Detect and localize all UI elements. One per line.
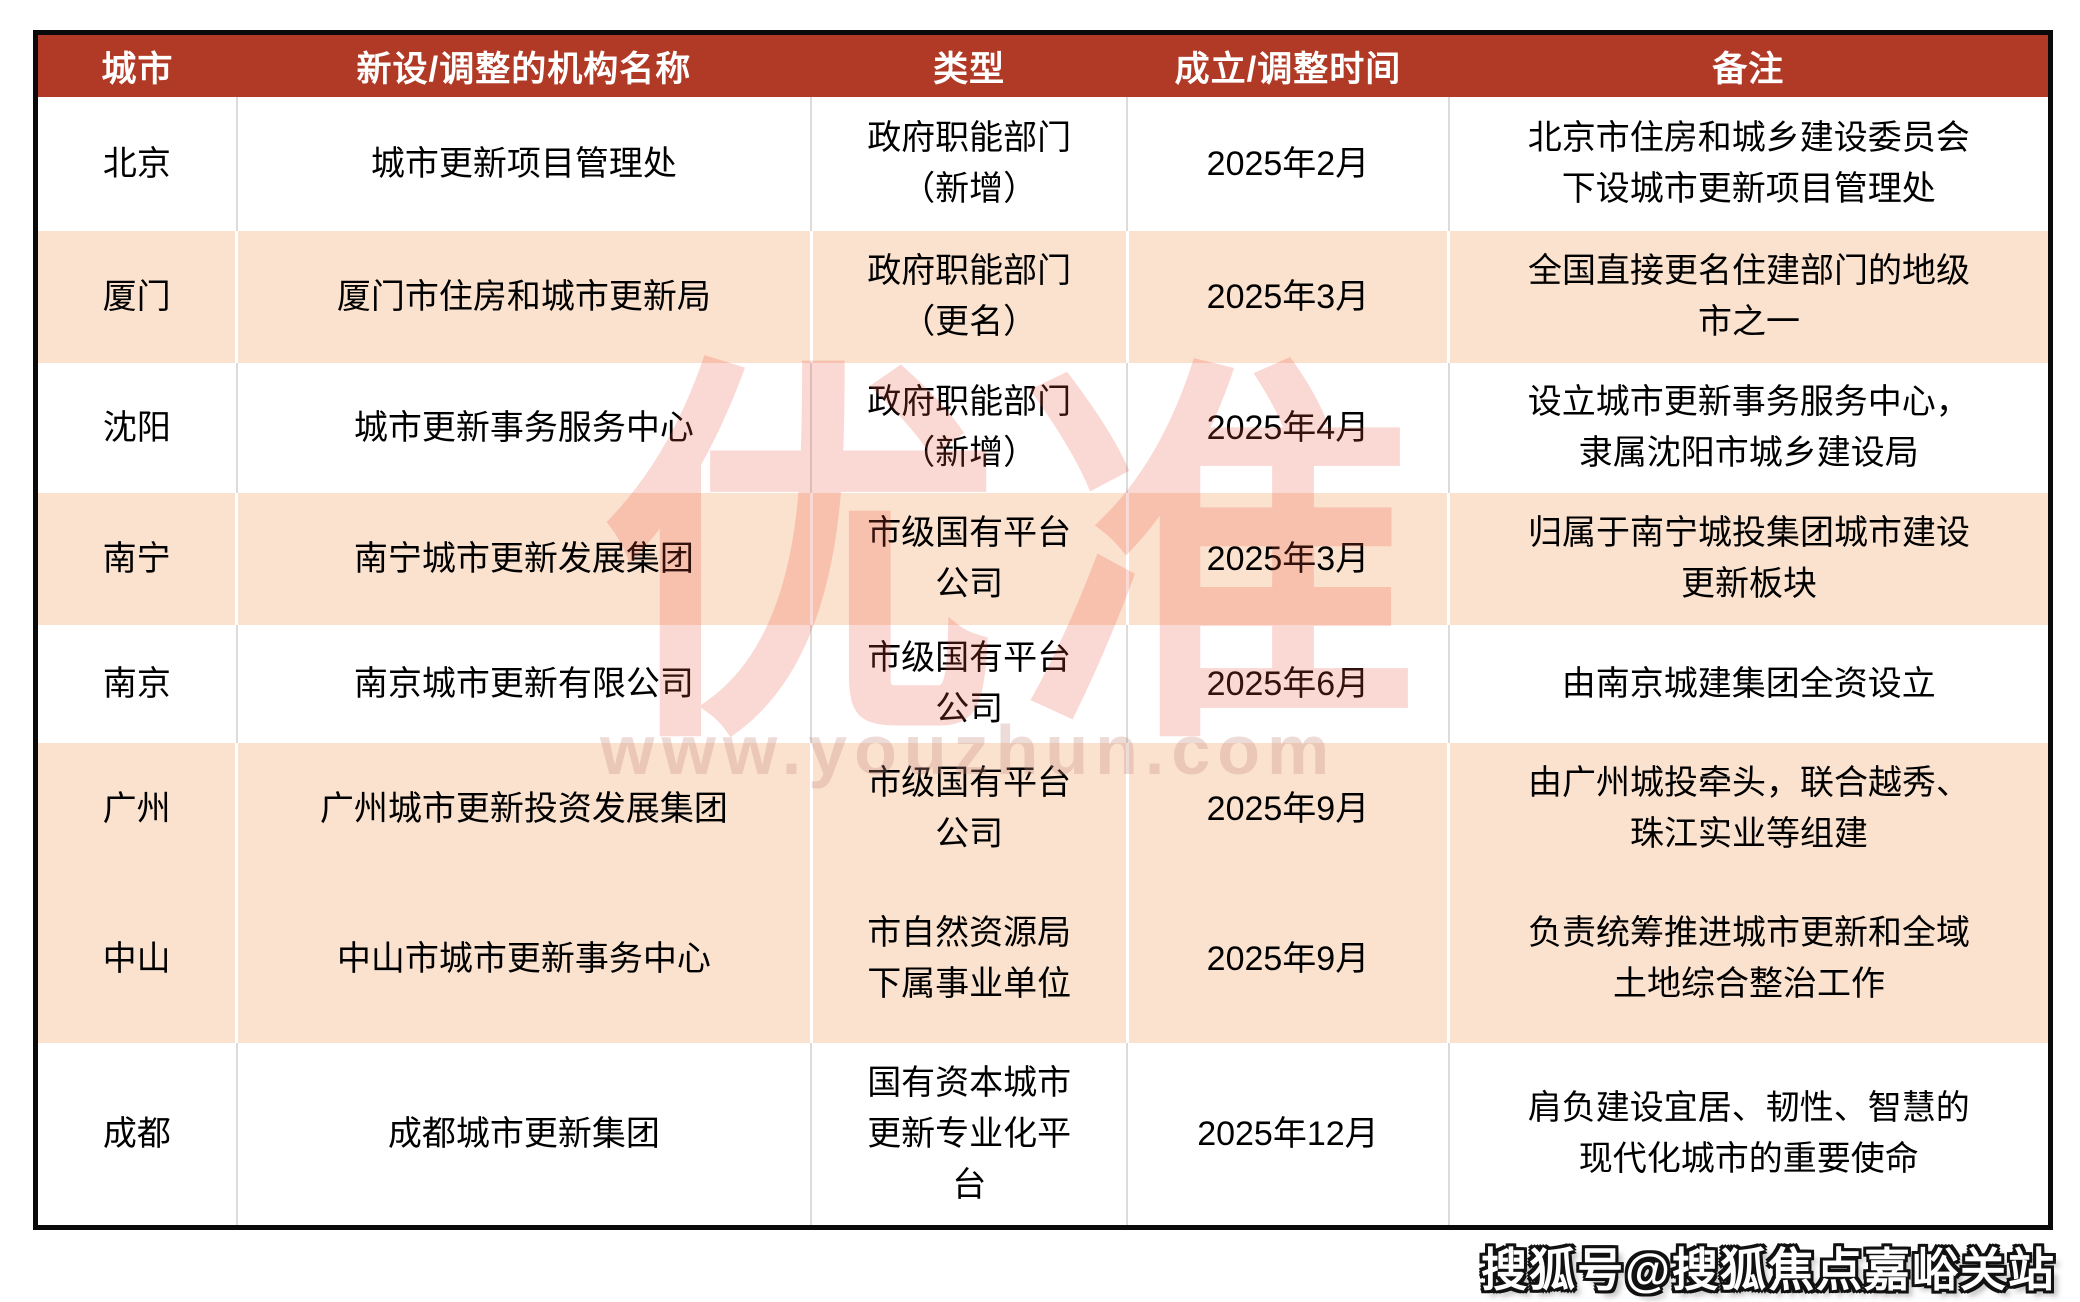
header-type: 类型 [811,35,1128,97]
cell-city: 南京 [38,625,238,743]
table-row-nanjing: 南京 南京城市更新有限公司 市级国有平台 公司 2025年6月 由南京城建集团全… [38,625,2048,743]
cell-type: 市自然资源局 下属事业单位 [811,875,1129,1043]
cell-type: 市级国有平台 公司 [811,493,1129,625]
cell-type: 政府职能部门 （新增） [811,97,1129,231]
cell-time: 2025年2月 [1127,97,1450,231]
cell-time: 2025年9月 [1127,743,1451,875]
cell-time: 2025年3月 [1127,231,1451,363]
cell-city: 沈阳 [38,363,238,493]
cell-name: 城市更新项目管理处 [236,97,813,231]
cell-type: 市级国有平台 公司 [811,743,1129,875]
header-row: 城市 新设/调整的机构名称 类型 成立/调整时间 备注 [38,35,2048,97]
cell-type: 国有资本城市 更新专业化平 台 [811,1043,1129,1225]
cell-name: 厦门市住房和城市更新局 [236,231,813,363]
header-time: 成立/调整时间 [1127,35,1449,97]
header-city: 城市 [38,35,237,97]
cell-name: 南京城市更新有限公司 [236,625,813,743]
cell-remark: 由南京城建集团全资设立 [1561,664,1936,703]
cell-time: 2025年12月 [1127,1043,1450,1225]
cell-remark: 全国直接更名住建部门的地级 市之一 [1528,252,1971,341]
data-table: 城市 新设/调整的机构名称 类型 成立/调整时间 备注 北京 城市更新项目管理处… [38,35,2048,1225]
sohu-account-watermark: 搜狐号@搜狐焦点嘉峪关站 [1481,1244,2056,1296]
cell-remark: 由广州城投牵头，联合越秀、 珠江实业等组建 [1528,764,1971,853]
cell-city: 广州 [38,743,239,875]
cell-remark: 负责统筹推进城市更新和全域 土地综合整治工作 [1528,914,1971,1003]
table-row-zhongshan: 中山 中山市城市更新事务中心 市自然资源局 下属事业单位 2025年9月 负责统… [38,875,2048,1043]
table-row-beijing: 北京 城市更新项目管理处 政府职能部门 （新增） 2025年2月 北京市住房和城… [38,97,2048,231]
table-row-xiamen: 厦门 厦门市住房和城市更新局 政府职能部门 （更名） 2025年3月 全国直接更… [38,231,2048,363]
cell-name: 成都城市更新集团 [236,1043,813,1225]
table-row-nanning: 南宁 南宁城市更新发展集团 市级国有平台 公司 2025年3月 归属于南宁城投集… [38,493,2048,625]
cell-time: 2025年6月 [1127,625,1450,743]
table-row-guangzhou: 广州 广州城市更新投资发展集团 市级国有平台 公司 2025年9月 由广州城投牵… [38,743,2048,875]
table-row-chengdu: 成都 成都城市更新集团 国有资本城市 更新专业化平 台 2025年12月 肩负建… [38,1043,2048,1225]
cell-city: 北京 [38,97,238,231]
header-remark: 备注 [1448,35,2048,97]
cell-city: 成都 [38,1043,238,1225]
cell-city: 南宁 [38,493,239,625]
cell-time: 2025年4月 [1127,363,1450,493]
table-row-shenyang: 沈阳 城市更新事务服务中心 政府职能部门 （新增） 2025年4月 设立城市更新… [38,363,2048,493]
cell-type: 政府职能部门 （更名） [811,231,1129,363]
cell-type: 市级国有平台 公司 [811,625,1129,743]
cell-remark: 归属于南宁城投集团城市建设 更新板块 [1528,514,1971,603]
cell-city: 厦门 [38,231,239,363]
cell-remark: 肩负建设宜居、韧性、智慧的 现代化城市的重要使命 [1527,1089,1970,1178]
cell-type: 政府职能部门 （新增） [811,363,1129,493]
header-name: 新设/调整的机构名称 [236,35,812,97]
cell-time: 2025年3月 [1127,493,1451,625]
cell-remark: 北京市住房和城乡建设委员会 下设城市更新项目管理处 [1527,119,1970,208]
cell-city: 中山 [38,875,239,1043]
cell-name: 中山市城市更新事务中心 [236,875,813,1043]
cell-name: 广州城市更新投资发展集团 [236,743,813,875]
cell-name: 南宁城市更新发展集团 [236,493,813,625]
city-renewal-orgs-table: 城市 新设/调整的机构名称 类型 成立/调整时间 备注 北京 城市更新项目管理处… [33,30,2053,1230]
cell-time: 2025年9月 [1127,875,1451,1043]
cell-name: 城市更新事务服务中心 [236,363,813,493]
cell-remark: 设立城市更新事务服务中心， 隶属沈阳市城乡建设局 [1527,383,1970,472]
